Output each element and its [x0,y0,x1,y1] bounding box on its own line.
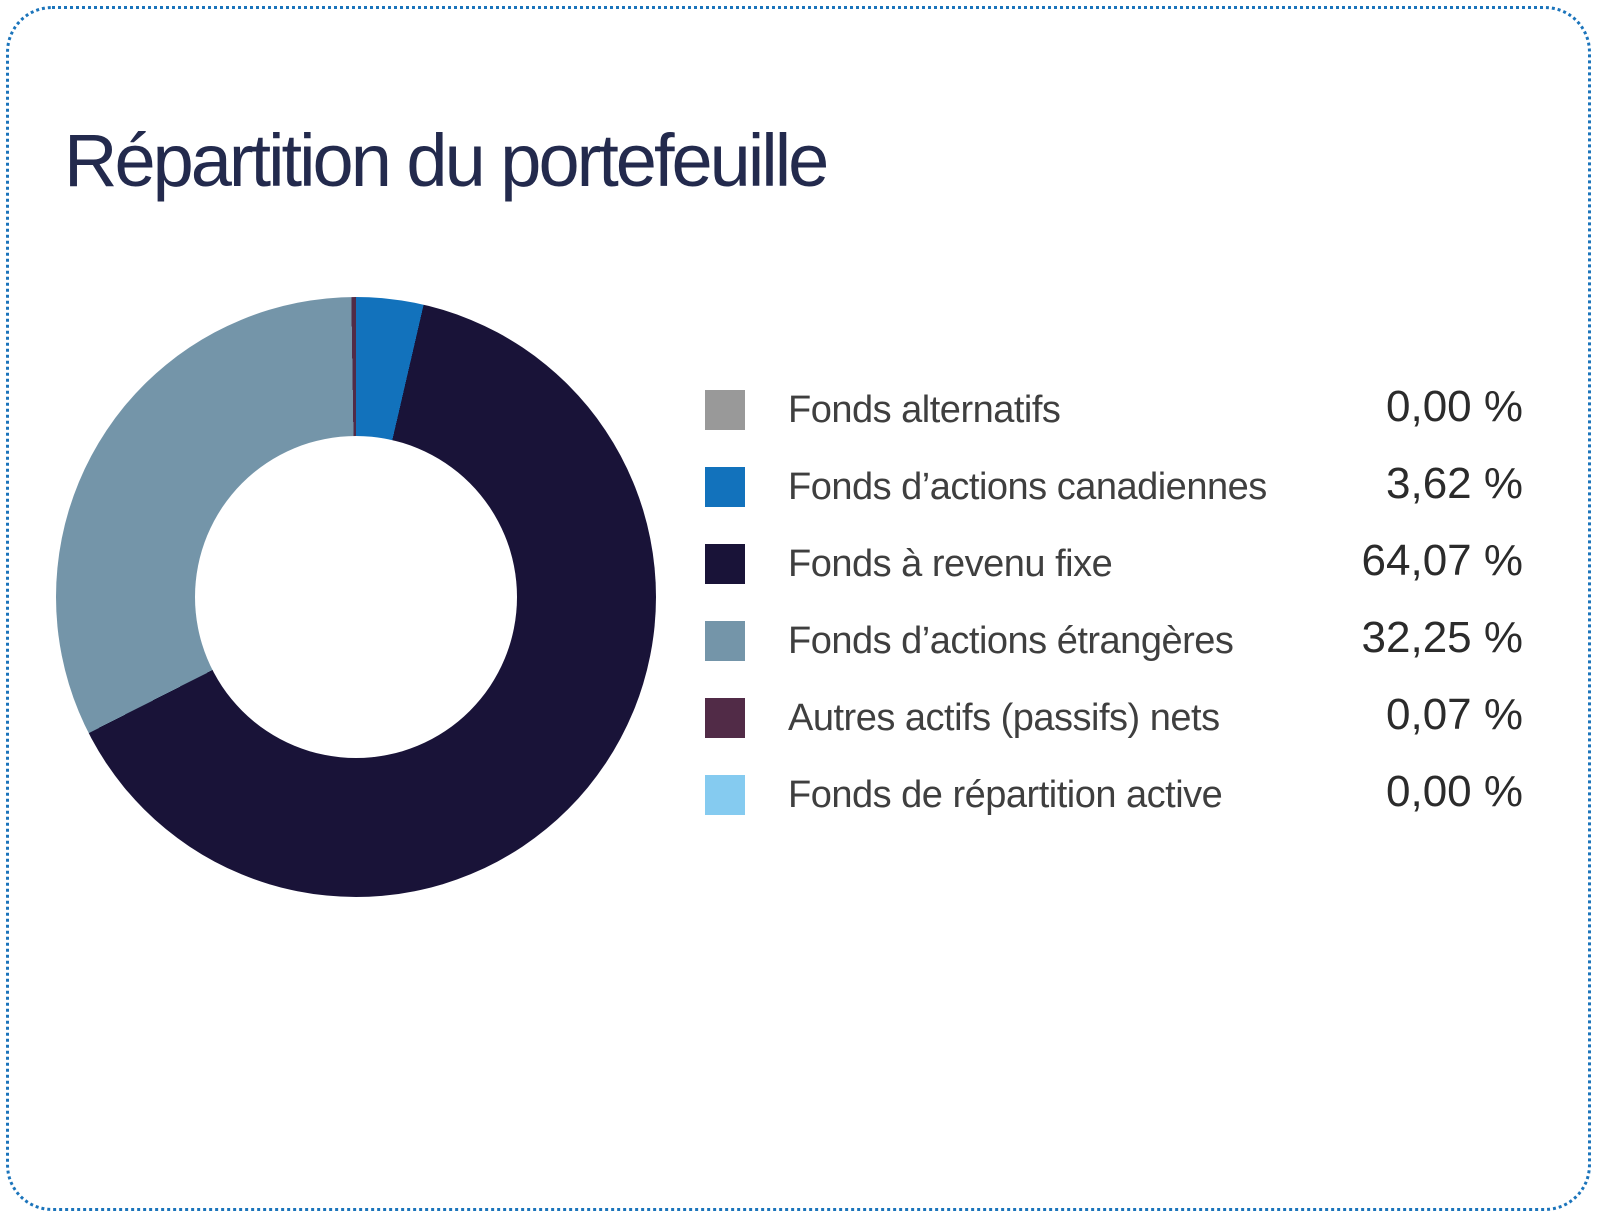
legend-item: Fonds alternatifs 0,00 % [705,382,1523,431]
legend: Fonds alternatifs 0,00 % Fonds d’actions… [705,382,1523,852]
legend-item: Fonds d’actions canadiennes 3,62 % [705,459,1523,508]
legend-swatch [705,698,745,738]
donut-hole [195,436,517,758]
legend-value: 3,62 % [1386,459,1523,508]
legend-value: 0,00 % [1386,382,1523,431]
legend-item: Fonds de répartition active 0,00 % [705,767,1523,816]
legend-label: Fonds à revenu fixe [788,542,1113,585]
legend-value: 32,25 % [1361,613,1523,662]
legend-value: 0,07 % [1386,690,1523,739]
legend-label: Fonds de répartition active [788,773,1223,816]
legend-swatch [705,467,745,507]
page-title: Répartition du portefeuille [64,119,829,202]
legend-swatch [705,775,745,815]
legend-swatch [705,621,745,661]
legend-value: 64,07 % [1361,536,1523,585]
legend-item: Autres actifs (passifs) nets 0,07 % [705,690,1523,739]
legend-value: 0,00 % [1386,767,1523,816]
legend-item: Fonds d’actions étrangères 32,25 % [705,613,1523,662]
legend-swatch [705,390,745,430]
legend-label: Fonds d’actions étrangères [788,619,1234,662]
legend-item: Fonds à revenu fixe 64,07 % [705,536,1523,585]
legend-label: Fonds alternatifs [788,388,1061,431]
legend-label: Autres actifs (passifs) nets [788,696,1220,739]
donut-chart [56,297,656,897]
legend-label: Fonds d’actions canadiennes [788,465,1267,508]
legend-swatch [705,544,745,584]
